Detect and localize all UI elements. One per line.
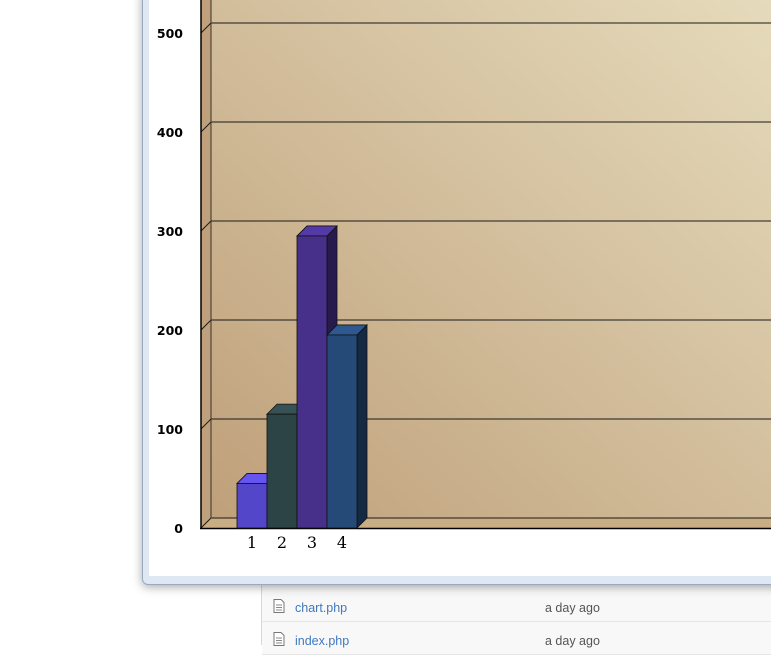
x-tick-label: 1: [247, 533, 257, 552]
bar: [326, 334, 358, 529]
file-row-index[interactable]: index.php a day ago: [262, 622, 771, 655]
chart-side-wall: [201, 0, 211, 528]
gridline-slant: [200, 220, 212, 232]
file-list: chart.php a day ago index.php a day ago: [261, 585, 771, 655]
chart-window-client: 0 100 200 300 400 500 1 2 3 4: [149, 0, 771, 576]
x-tick-label: 2: [277, 533, 287, 552]
file-age: a day ago: [545, 601, 600, 615]
x-tick-label: 3: [307, 533, 317, 552]
gridline-slant: [200, 418, 212, 430]
file-row-chart[interactable]: chart.php a day ago: [262, 589, 771, 622]
file-link-chart[interactable]: chart.php: [295, 601, 348, 615]
y-tick-label: 200: [157, 323, 183, 338]
x-tick-label: 4: [337, 533, 347, 552]
y-tick-label: 300: [157, 224, 183, 239]
y-tick-label: 400: [157, 125, 183, 140]
gridline-slant: [200, 22, 212, 34]
bar-chart: 0 100 200 300 400 500 1 2 3 4: [157, 0, 771, 552]
file-link-index[interactable]: index.php: [295, 634, 350, 648]
bar-side: [356, 323, 368, 529]
bar: [296, 235, 328, 529]
y-tick-label: 500: [157, 26, 183, 41]
gridline-slant: [200, 517, 212, 529]
y-tick-label: 0: [174, 521, 183, 536]
file-icon: [273, 632, 285, 646]
file-age: a day ago: [545, 634, 600, 648]
y-tick-label: 100: [157, 422, 183, 437]
bar: [236, 483, 268, 529]
gridline-slant: [200, 121, 212, 133]
chart-popup-window: 0 100 200 300 400 500 1 2 3 4: [142, 0, 771, 585]
bar: [266, 413, 298, 529]
file-icon: [273, 599, 285, 613]
gridline-slant: [200, 319, 212, 331]
